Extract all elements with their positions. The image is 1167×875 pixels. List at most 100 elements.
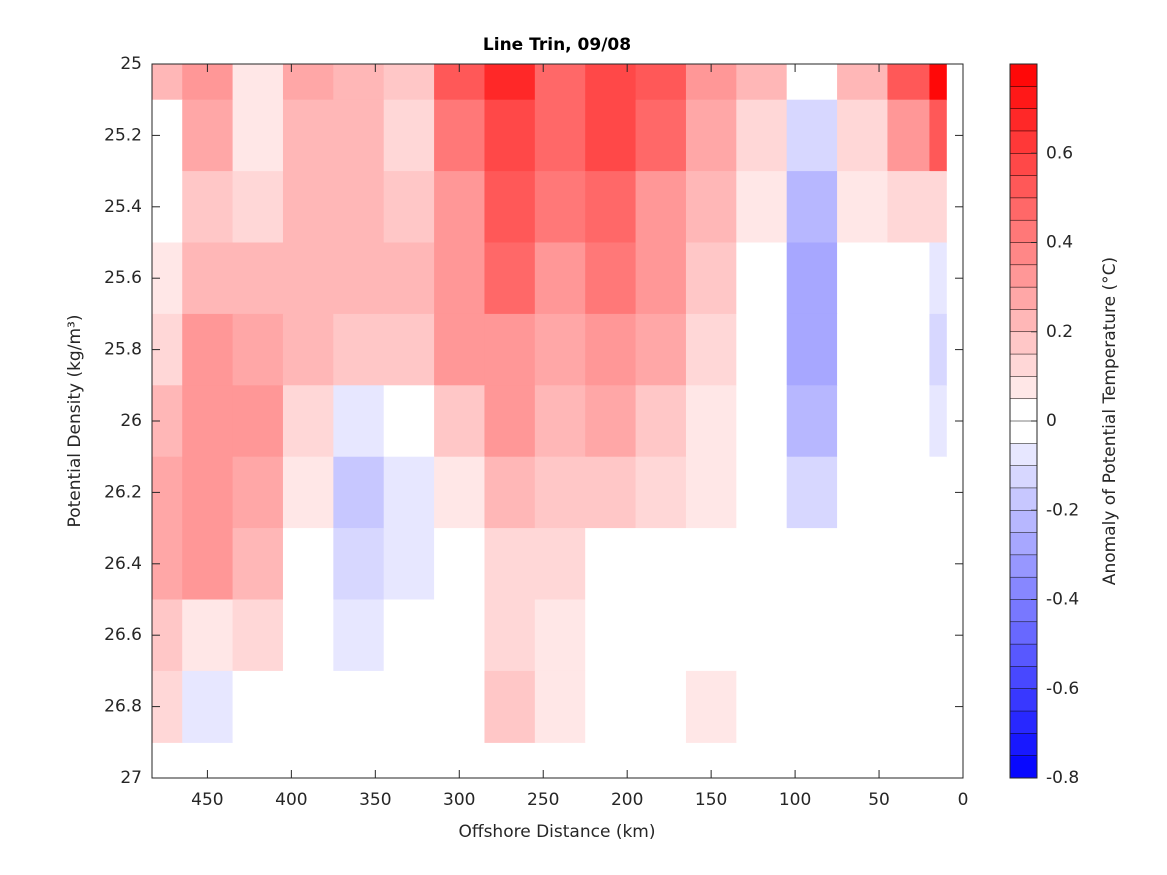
- y-tick-label: 25.4: [104, 197, 142, 217]
- colorbar-band: [1010, 755, 1037, 779]
- contour-cell: [484, 313, 536, 386]
- contour-cell: [585, 528, 637, 601]
- contour-cell: [232, 599, 284, 672]
- contour-cell: [685, 528, 737, 601]
- contour-cell: [585, 456, 637, 529]
- contour-cell: [182, 599, 234, 672]
- contour-cell: [182, 385, 234, 458]
- colorbar-band: [1010, 287, 1037, 310]
- colorbar-band: [1010, 130, 1037, 154]
- contour-cell: [685, 670, 737, 743]
- contour-cell: [383, 99, 435, 172]
- contour-cell: [887, 64, 931, 101]
- colorbar-tick-label: 0.4: [1046, 233, 1073, 253]
- contour-cell: [534, 99, 586, 172]
- contour-cell: [182, 528, 234, 601]
- contour-cell: [887, 313, 931, 386]
- contour-cell: [534, 456, 586, 529]
- x-tick-label: 400: [275, 790, 307, 810]
- contour-cell: [152, 64, 183, 101]
- colorbar-tick-label: -0.2: [1046, 500, 1079, 520]
- contour-cell: [929, 313, 947, 386]
- contour-cell: [635, 599, 687, 672]
- contour-cell: [333, 528, 385, 601]
- contour-cell: [282, 242, 334, 315]
- x-tick-label: 250: [527, 790, 559, 810]
- y-tick-label: 26.8: [104, 697, 142, 717]
- contour-cell: [484, 242, 536, 315]
- contour-cell: [282, 599, 334, 672]
- contour-cell: [534, 313, 586, 386]
- contour-cell: [585, 599, 637, 672]
- colorbar-band: [1010, 666, 1037, 690]
- colorbar-tick-label: -0.8: [1046, 768, 1079, 788]
- colorbar-band: [1010, 510, 1037, 534]
- contour-cell: [534, 171, 586, 244]
- contour-cell: [837, 670, 889, 743]
- axes: [151, 63, 964, 779]
- contour-cell: [383, 313, 435, 386]
- contour-cell: [383, 670, 435, 743]
- contour-cell: [786, 242, 838, 315]
- contour-cell: [282, 99, 334, 172]
- contour-cell: [837, 599, 889, 672]
- contour-cell: [929, 242, 947, 315]
- contour-cell: [182, 242, 234, 315]
- contour-cell: [585, 171, 637, 244]
- contour-cell: [383, 242, 435, 315]
- colorbar-tick-label: 0: [1046, 411, 1057, 431]
- colorbar-band: [1010, 220, 1037, 243]
- contour-cell: [786, 599, 838, 672]
- contour-cell: [887, 99, 931, 172]
- y-tick-label: 26.2: [104, 482, 142, 502]
- contour-cell: [383, 171, 435, 244]
- y-tick-label: 25.2: [104, 125, 142, 145]
- y-tick-label: 27: [120, 768, 142, 788]
- contour-cell: [635, 670, 687, 743]
- y-tick-label: 25.8: [104, 340, 142, 360]
- colorbar-band: [1010, 376, 1037, 400]
- contour-cell: [585, 670, 637, 743]
- contour-cell: [837, 313, 889, 386]
- colorbar-band: [1010, 487, 1037, 511]
- colorbar-band: [1010, 354, 1037, 377]
- y-tick-label: 25.6: [104, 268, 142, 288]
- contour-cell: [887, 385, 931, 458]
- contour-cell: [685, 313, 737, 386]
- colorbar-band: [1010, 599, 1037, 623]
- contour-cell: [282, 171, 334, 244]
- contour-cell: [837, 456, 889, 529]
- colorbar-band: [1010, 577, 1037, 600]
- contour-cell: [434, 670, 486, 743]
- contour-cell: [887, 670, 931, 743]
- contour-cell: [484, 171, 536, 244]
- contour-cell: [282, 313, 334, 386]
- x-tick-label: 0: [958, 790, 969, 810]
- contour-cell: [232, 242, 284, 315]
- contour-cell: [929, 599, 947, 672]
- contour-cell: [434, 99, 486, 172]
- contour-cell: [929, 670, 947, 743]
- contour-cell: [182, 99, 234, 172]
- contour-cell: [685, 171, 737, 244]
- colorbar-band: [1010, 688, 1037, 712]
- contour-cell: [736, 313, 788, 386]
- contour-cell: [887, 599, 931, 672]
- contour-cell: [282, 385, 334, 458]
- contour-cell: [736, 528, 788, 601]
- contour-cell: [534, 242, 586, 315]
- contour-cell: [282, 670, 334, 743]
- contour-cell: [635, 456, 687, 529]
- contour-cell: [232, 99, 284, 172]
- contour-cell: [585, 242, 637, 315]
- contour-cell: [434, 599, 486, 672]
- contour-cell: [232, 64, 284, 101]
- contour-cell: [333, 456, 385, 529]
- y-tick-label: 26.4: [104, 554, 142, 574]
- contour-cell: [685, 385, 737, 458]
- contour-cell: [534, 599, 586, 672]
- contour-cell: [635, 64, 687, 101]
- contour-cell: [635, 313, 687, 386]
- contour-cell: [484, 385, 536, 458]
